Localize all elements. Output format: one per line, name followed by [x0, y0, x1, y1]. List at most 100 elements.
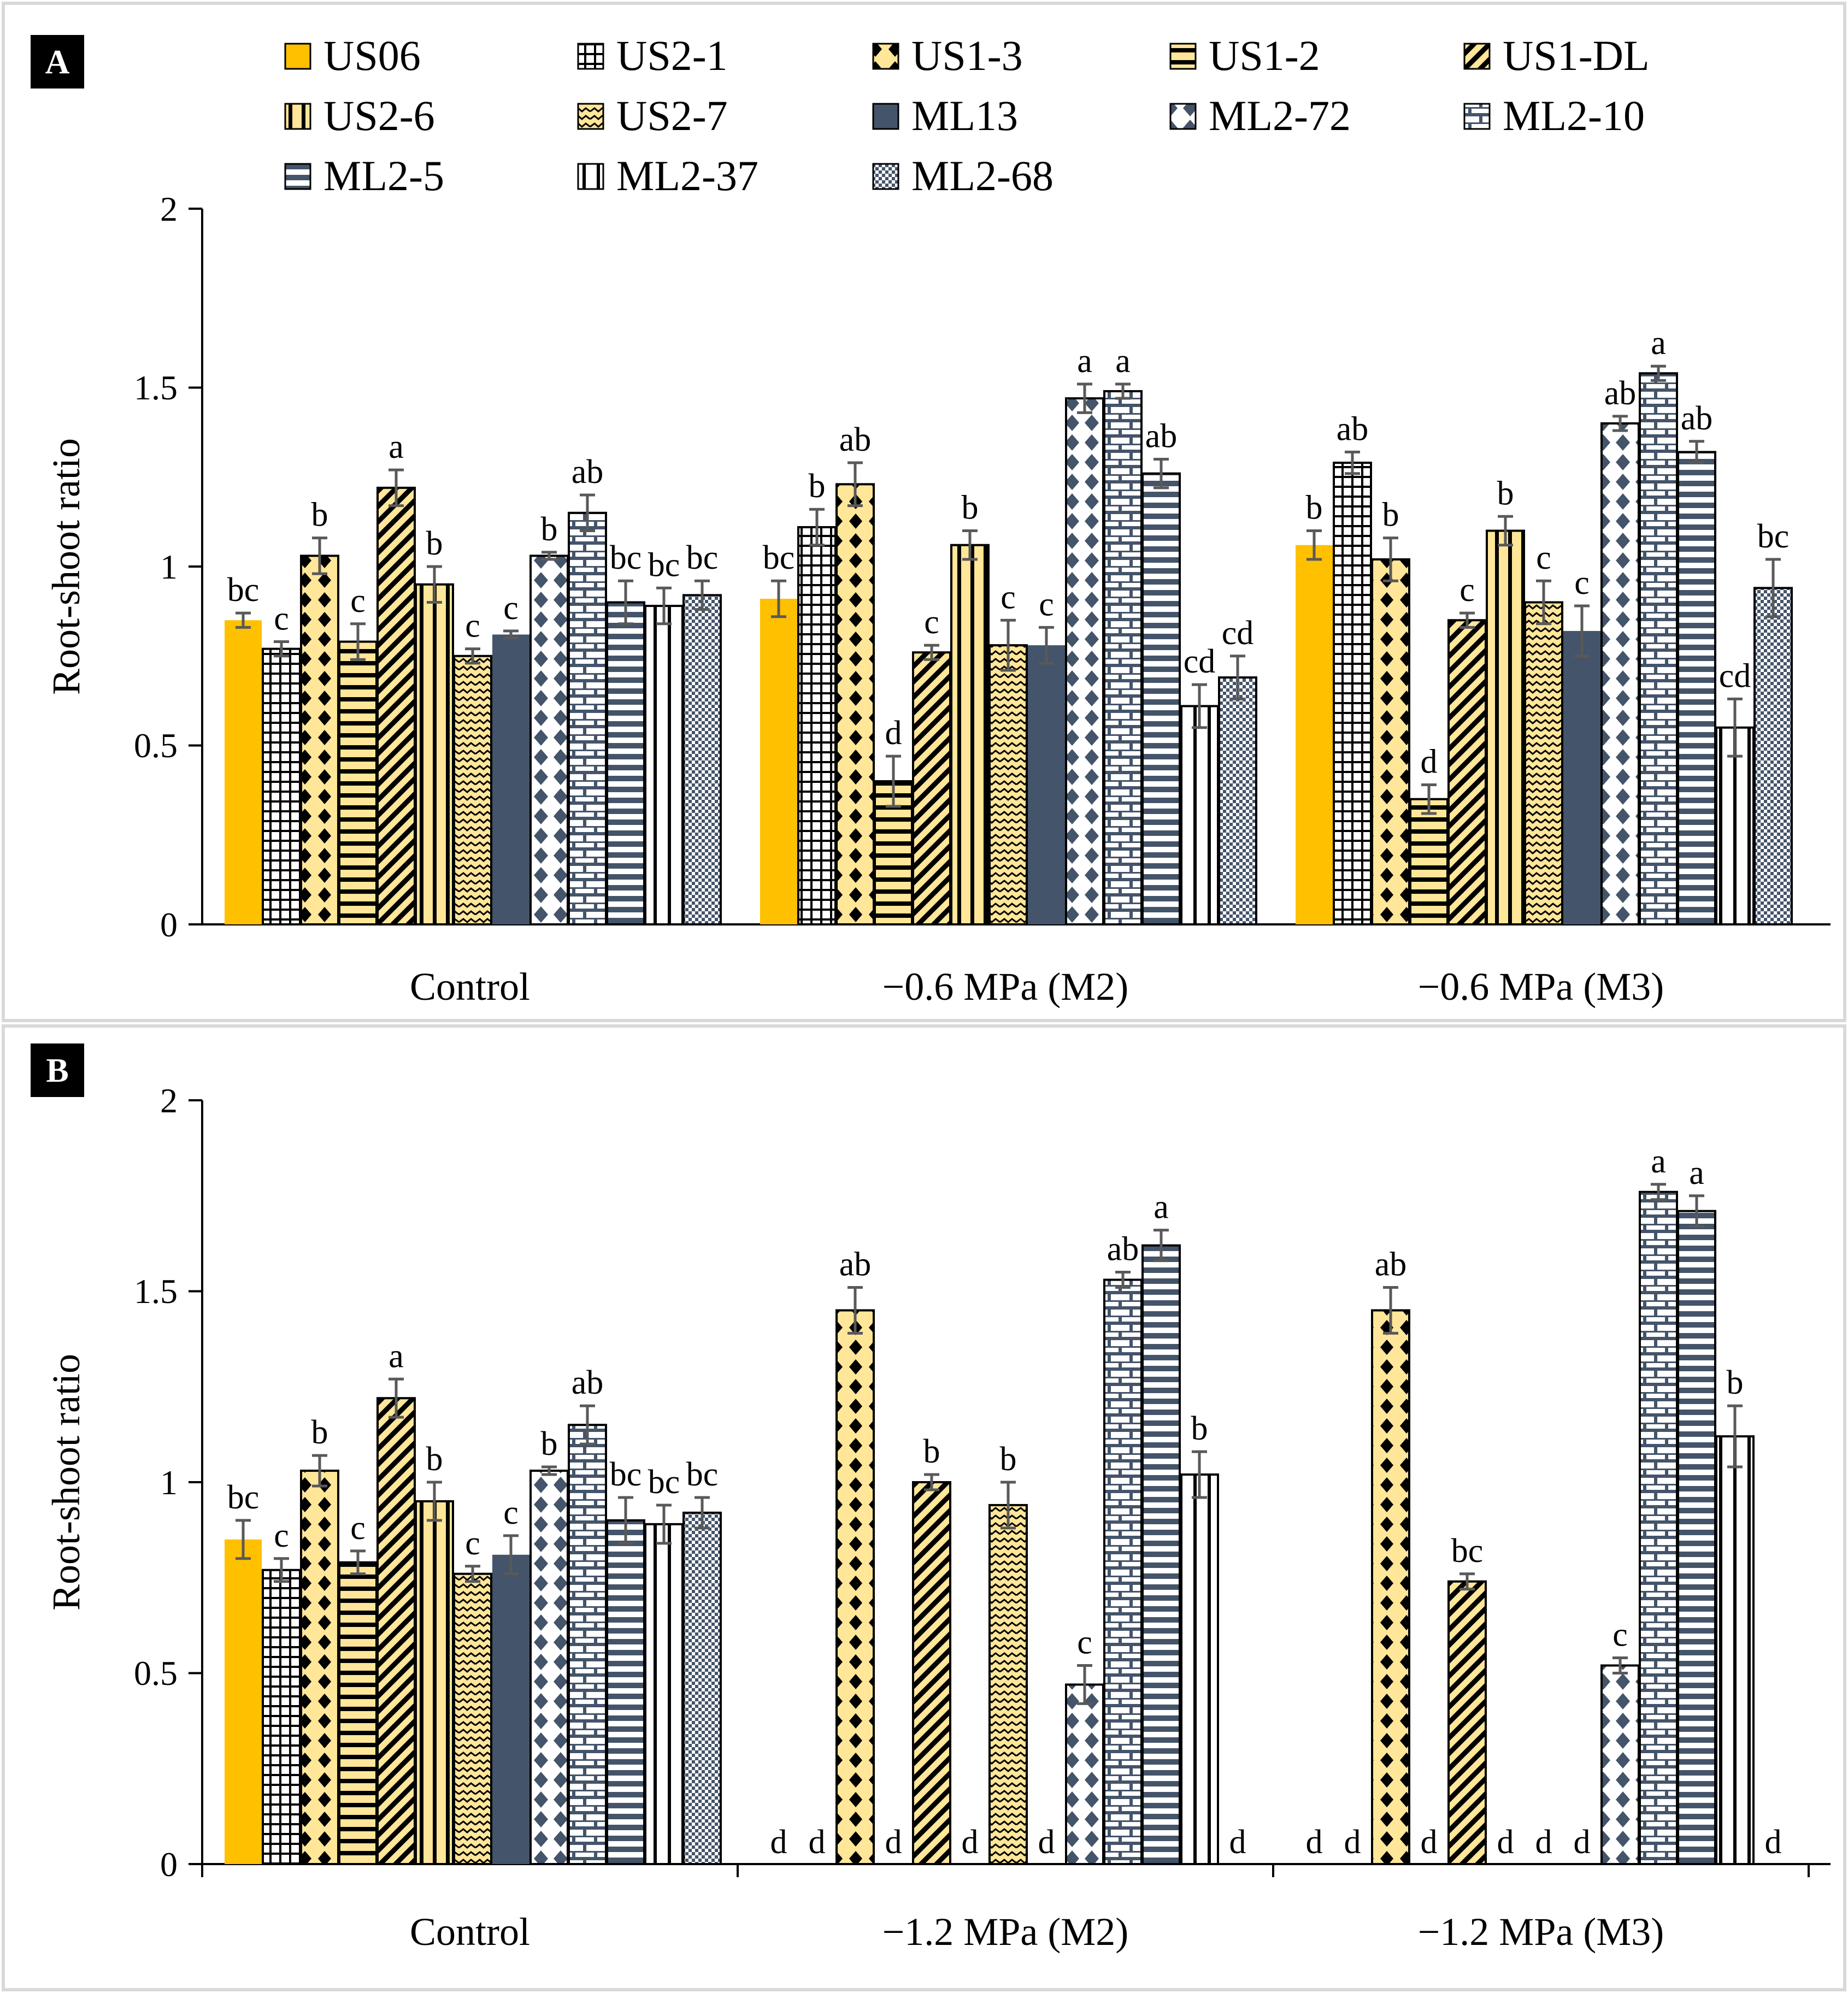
- y-tick-label: 0.5: [134, 726, 178, 765]
- bar: [988, 1503, 1028, 1865]
- bar: [338, 640, 378, 926]
- significance-label: ab: [1604, 375, 1637, 412]
- significance-label: c: [503, 1494, 519, 1531]
- significance-label: bc: [227, 1479, 260, 1516]
- bar: [1639, 372, 1678, 925]
- significance-label: b: [1000, 1441, 1017, 1478]
- bar: [1600, 422, 1640, 925]
- significance-label: ab: [1145, 418, 1178, 455]
- legend-swatch: [577, 103, 604, 130]
- significance-label: a: [1651, 1143, 1666, 1180]
- legend-label: US06: [323, 32, 421, 79]
- significance-label: ab: [1681, 400, 1713, 437]
- panel-b-badge: [31, 1043, 84, 1097]
- significance-label: c: [1459, 571, 1475, 609]
- legend-label: US2-7: [616, 92, 728, 139]
- legend-item: US2-1: [577, 32, 728, 79]
- bar: [568, 511, 607, 925]
- bar: [1371, 1309, 1410, 1865]
- legend-label: US1-3: [911, 32, 1023, 79]
- legend-item: ML2-72: [1169, 92, 1351, 139]
- significance-label: c: [1536, 539, 1551, 576]
- significance-label: ab: [572, 1364, 604, 1401]
- significance-label: c: [465, 1525, 480, 1562]
- category-label: Control: [410, 965, 530, 1009]
- bar: [988, 644, 1028, 925]
- bar: [644, 1523, 684, 1865]
- legend-item: ML2-5: [284, 152, 444, 199]
- y-tick-label: 2: [160, 1081, 178, 1120]
- y-tick-label: 2: [160, 190, 178, 228]
- bar: [644, 605, 684, 926]
- significance-label: b: [426, 1441, 443, 1478]
- bar: [1028, 645, 1065, 924]
- legend-label: ML13: [911, 92, 1018, 139]
- bar: [1141, 1244, 1181, 1866]
- bar: [415, 1500, 454, 1865]
- significance-label: a: [389, 1337, 404, 1375]
- bar: [1180, 705, 1219, 925]
- significance-label: d: [1344, 1824, 1361, 1861]
- significance-label: bc: [1451, 1532, 1484, 1570]
- bar: [262, 647, 301, 926]
- y-tick-label: 1.5: [134, 368, 178, 407]
- legend-item: ML2-10: [1463, 92, 1645, 139]
- significance-label: bc: [686, 1456, 719, 1493]
- significance-label: b: [311, 497, 328, 534]
- significance-label: a: [1689, 1154, 1704, 1192]
- panel-b-letter: B: [46, 1052, 68, 1089]
- significance-label: d: [1229, 1824, 1246, 1861]
- legend-label: US2-1: [616, 32, 728, 79]
- y-tick-label: 0: [160, 905, 178, 944]
- bar: [1218, 676, 1257, 926]
- category-label: −0.6 MPa (M3): [1418, 965, 1664, 1009]
- significance-label: cd: [1184, 643, 1216, 680]
- significance-label: b: [1306, 490, 1323, 527]
- significance-label: bc: [610, 539, 642, 576]
- significance-label: c: [503, 589, 519, 627]
- bar: [1141, 472, 1181, 925]
- significance-label: c: [350, 582, 366, 620]
- legend-swatch: [1463, 103, 1491, 130]
- significance-label: ab: [839, 1246, 872, 1283]
- bar: [1600, 1664, 1640, 1866]
- legend-swatch: [284, 163, 311, 190]
- y-tick-label: 0: [160, 1845, 178, 1884]
- significance-label: bc: [763, 539, 795, 576]
- significance-label: c: [1000, 579, 1016, 616]
- significance-label: d: [1306, 1824, 1323, 1861]
- legend-label: US1-DL: [1503, 32, 1650, 79]
- significance-label: c: [350, 1510, 366, 1547]
- legend-label: ML2-37: [616, 152, 758, 199]
- significance-label: c: [1039, 586, 1054, 623]
- significance-label: d: [885, 1824, 902, 1861]
- legend-swatch: [872, 43, 899, 70]
- bar: [338, 1561, 378, 1866]
- bar: [1065, 397, 1104, 925]
- panel-b-axes: 0 0.5 1 1.5 2 Root-shoot ratio Control −…: [44, 1081, 1831, 1954]
- significance-label: ab: [839, 421, 872, 458]
- legend-label: ML2-68: [911, 152, 1054, 199]
- significance-label: d: [1421, 1824, 1438, 1861]
- significance-label: a: [389, 428, 404, 465]
- bar: [797, 526, 837, 925]
- significance-label: b: [311, 1414, 328, 1451]
- bar: [1677, 451, 1716, 925]
- bar: [300, 555, 339, 925]
- panel-a-axes: 0 0.5 1 1.5 2 Root-shoot ratio Control −…: [44, 190, 1831, 1009]
- legend-swatch: [284, 43, 311, 70]
- legend: US06 US2-1 US1-3 US1-2 US1-DL US2-6 US2-…: [284, 32, 1650, 199]
- bar: [453, 1572, 492, 1865]
- bar: [950, 544, 990, 925]
- bar: [1103, 1278, 1143, 1865]
- significance-label: d: [1535, 1824, 1552, 1861]
- y-tick-label: 1: [160, 1463, 178, 1502]
- y-tick-label: 1.5: [134, 1272, 178, 1311]
- legend-item: US2-6: [284, 92, 435, 139]
- significance-label: d: [770, 1824, 787, 1861]
- bar: [1296, 545, 1333, 924]
- legend-swatch: [872, 163, 899, 190]
- legend-swatch: [1169, 43, 1197, 70]
